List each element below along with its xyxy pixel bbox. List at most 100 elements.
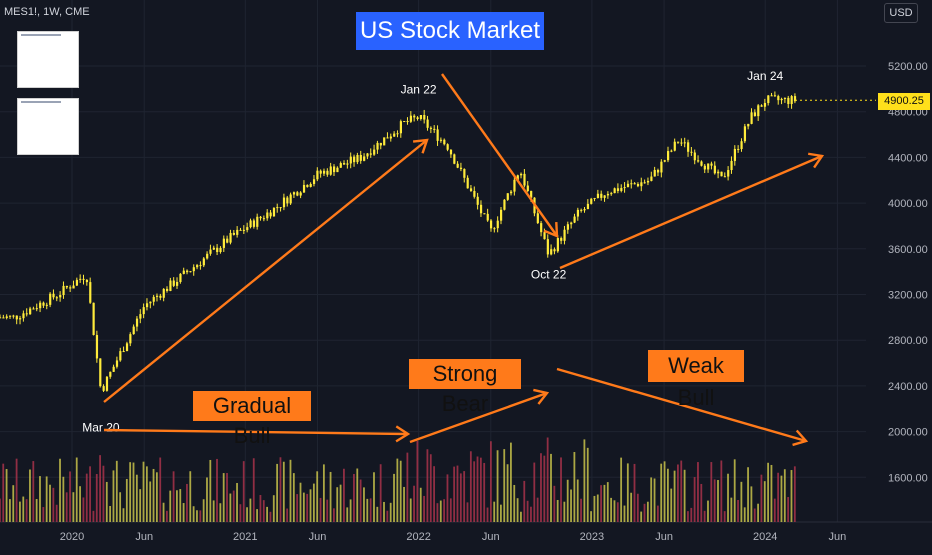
candle-body xyxy=(560,238,563,241)
candle-body xyxy=(212,247,215,250)
candle-body xyxy=(5,316,8,318)
candle-body xyxy=(733,148,736,161)
volume-bar xyxy=(740,481,743,522)
volume-bar xyxy=(379,464,382,522)
volume-bar xyxy=(690,507,693,522)
volume-bar xyxy=(540,453,542,522)
candle-body xyxy=(680,142,683,144)
volume-bar xyxy=(723,511,726,522)
arrow-volume-down xyxy=(556,367,807,443)
volume-bar xyxy=(433,466,435,522)
candle-body xyxy=(586,203,590,210)
candle-body xyxy=(366,153,369,157)
thumbnail-chart-1[interactable] xyxy=(17,31,79,88)
candle-body xyxy=(486,213,489,221)
candle-body xyxy=(226,238,229,243)
candle-body xyxy=(336,167,339,173)
volume-bar xyxy=(663,461,666,522)
volume-bar xyxy=(226,473,228,522)
candle-body xyxy=(99,358,102,387)
candle-body xyxy=(767,95,770,104)
volume-bar xyxy=(516,498,519,522)
volume-bar xyxy=(526,500,529,522)
candle-body xyxy=(633,183,636,185)
volume-bar xyxy=(349,499,352,522)
candle-body xyxy=(25,313,28,315)
y-tick-label: 4400.00 xyxy=(888,152,928,164)
volume-bar xyxy=(727,473,729,522)
candle-body xyxy=(383,137,386,146)
currency-button[interactable]: USD xyxy=(884,3,918,23)
volume-bar xyxy=(643,503,646,522)
candle-body xyxy=(229,232,232,243)
arrow-bear-2022 xyxy=(441,73,558,237)
candle-body xyxy=(697,160,700,162)
volume-bar xyxy=(242,461,245,522)
volume-bar xyxy=(616,502,619,522)
candle-body xyxy=(526,185,529,192)
candle-body xyxy=(292,192,296,195)
volume-bar xyxy=(79,486,81,522)
candle-body xyxy=(406,121,409,123)
volume-bar xyxy=(239,504,242,522)
volume-bar xyxy=(680,460,683,522)
volume-bar xyxy=(713,479,716,522)
last-price-tag: 4900.25 xyxy=(878,93,930,110)
candle-body xyxy=(727,170,730,177)
volume-bar xyxy=(49,484,51,522)
volume-bar xyxy=(580,498,582,522)
volume-bar xyxy=(613,500,616,522)
candle-body xyxy=(55,297,58,299)
volume-bar xyxy=(92,510,95,522)
volume-bar xyxy=(252,458,255,522)
volume-bar xyxy=(202,499,205,522)
volume-bar xyxy=(747,467,749,522)
volume-bar xyxy=(199,510,202,522)
candle-body xyxy=(433,128,436,130)
candle-body xyxy=(376,142,379,150)
candle-body xyxy=(543,232,546,240)
candle-body xyxy=(236,229,239,235)
candle-body xyxy=(246,227,249,231)
candle-body xyxy=(299,192,302,196)
volume-bar xyxy=(500,504,502,522)
candle-body xyxy=(179,273,182,282)
candle-body xyxy=(95,335,99,359)
candle-body xyxy=(2,317,5,319)
volume-bar xyxy=(172,471,175,522)
volume-bar xyxy=(302,492,305,522)
volume-bar xyxy=(269,511,272,522)
volume-bar xyxy=(543,455,546,522)
volume-bar xyxy=(576,479,579,522)
volume-bar xyxy=(262,500,265,522)
candle-body xyxy=(29,308,32,315)
volume-bar xyxy=(423,495,425,522)
candle-body xyxy=(550,249,553,255)
candle-body xyxy=(660,161,663,173)
symbol-label[interactable]: MES1!, 1W, CME xyxy=(4,6,90,18)
candle-body xyxy=(576,209,580,217)
candle-body xyxy=(606,193,610,196)
volume-bar xyxy=(399,460,402,522)
candle-body xyxy=(286,197,289,204)
candle-body xyxy=(75,279,79,286)
candle-body xyxy=(15,315,18,320)
candle-body xyxy=(793,96,797,102)
candle-body xyxy=(115,360,119,367)
candle-body xyxy=(282,197,286,208)
volume-bar xyxy=(42,507,45,522)
candle-body xyxy=(319,170,322,174)
volume-bar xyxy=(416,440,419,522)
candle-body xyxy=(252,220,256,227)
volume-bar xyxy=(503,449,506,522)
volume-bar xyxy=(413,485,415,522)
x-tick-label: 2024 xyxy=(753,531,777,543)
candle-body xyxy=(296,192,299,196)
volume-bar xyxy=(19,501,21,522)
x-tick-label: Jun xyxy=(829,531,847,543)
thumbnail-chart-2[interactable] xyxy=(17,98,79,155)
volume-bar xyxy=(249,498,252,522)
x-tick-label: 2022 xyxy=(406,531,430,543)
candle-body xyxy=(159,295,162,298)
